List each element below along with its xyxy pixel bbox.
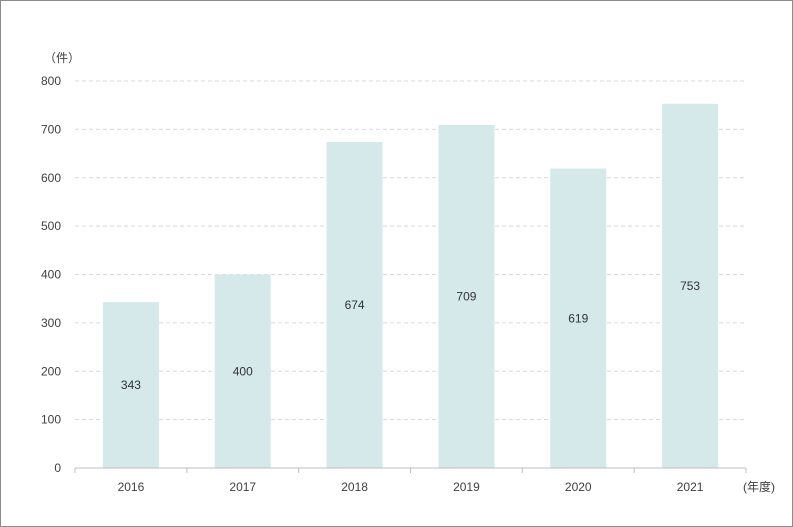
data-label: 400 (233, 364, 253, 378)
y-tick-label: 300 (41, 316, 61, 330)
y-tick-label: 600 (41, 171, 61, 185)
bar (438, 125, 495, 469)
y-tick-label: 400 (41, 268, 61, 282)
y-axis-unit-label: （件） (44, 51, 80, 65)
y-tick-label: 800 (41, 74, 61, 88)
x-tick-label: 2019 (453, 480, 480, 494)
data-label: 674 (345, 298, 365, 312)
x-tick-label: 2017 (229, 480, 256, 494)
x-tick-label: 2020 (565, 480, 592, 494)
x-axis-unit-label: (年度) (743, 479, 775, 494)
bar (550, 168, 607, 468)
bar (326, 141, 383, 468)
gridlines (75, 80, 746, 421)
y-tick-label: 100 (41, 413, 61, 427)
data-label: 709 (456, 290, 476, 304)
data-label: 753 (680, 279, 700, 293)
axes: 0 100 200 300 400 500 600 700 800 2016 2017 2018 201… (41, 74, 747, 494)
bars: 343 400 674 709 619 753 (102, 103, 719, 469)
y-tick-label: 200 (41, 364, 61, 378)
y-tick-label: 700 (41, 122, 61, 136)
x-tick-label: 2016 (118, 480, 145, 494)
bar (662, 103, 719, 468)
data-label: 619 (568, 311, 588, 325)
bar (102, 302, 159, 468)
bar (214, 274, 271, 468)
data-label: 343 (121, 378, 141, 392)
x-tick-label: 2021 (677, 480, 704, 494)
y-tick-label: 500 (41, 219, 61, 233)
y-tick-label: 0 (54, 461, 61, 475)
x-tick-label: 2018 (341, 480, 368, 494)
